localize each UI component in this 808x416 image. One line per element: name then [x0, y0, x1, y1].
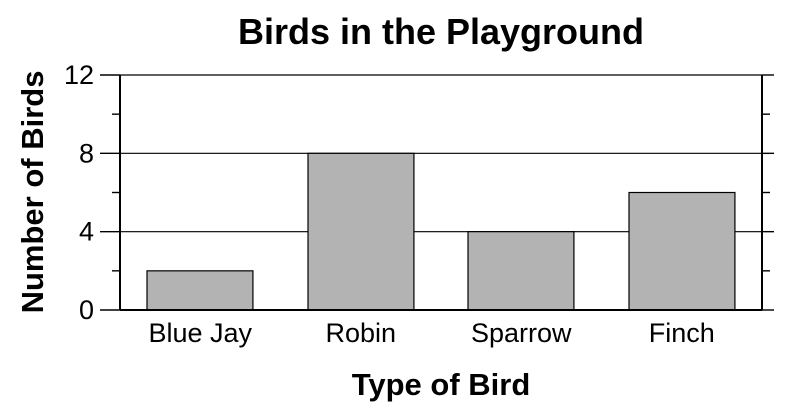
- chart-title: Birds in the Playground: [238, 11, 644, 52]
- y-axis-ticks: 0 4 8 12: [64, 60, 774, 325]
- y-tick-label-8: 8: [79, 138, 94, 168]
- bar-finch: [628, 191, 736, 311]
- y-tick-label-0: 0: [79, 295, 94, 325]
- bar-robin: [307, 152, 415, 311]
- x-axis-categories: Blue Jay Robin Sparrow Finch: [148, 318, 714, 348]
- x-category-label-finch: Finch: [649, 318, 715, 348]
- y-axis-label: Number of Birds: [15, 71, 50, 314]
- bar-sparrow: [467, 231, 575, 311]
- x-category-label-robin: Robin: [325, 318, 396, 348]
- y-tick-label-4: 4: [79, 217, 94, 247]
- y-tick-label-12: 12: [64, 60, 94, 90]
- bar-blue-jay: [146, 270, 254, 311]
- x-category-label-sparrow: Sparrow: [471, 318, 572, 348]
- x-axis-label: Type of Bird: [352, 367, 531, 402]
- x-category-label-blue-jay: Blue Jay: [148, 318, 252, 348]
